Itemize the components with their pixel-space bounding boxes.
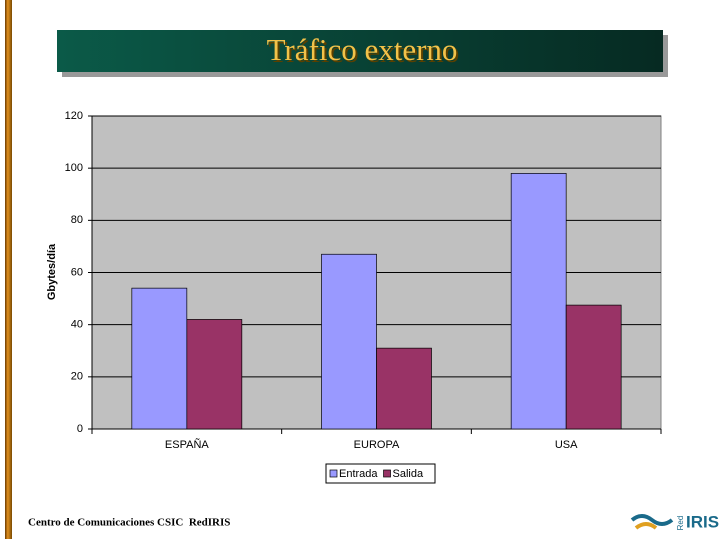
logo-iris: IRIS (686, 512, 719, 531)
bar (186, 319, 243, 430)
x-tick-label: USA (555, 439, 578, 451)
y-tick-label: 40 (71, 319, 83, 331)
legend-swatch (329, 469, 338, 478)
y-tick-label: 0 (77, 423, 83, 435)
y-tick-label: 60 (71, 266, 83, 278)
legend-label: Salida (393, 468, 424, 480)
logo-red: Red (676, 516, 685, 531)
legend-box (325, 463, 436, 484)
legend-swatch (383, 469, 391, 478)
bar (565, 304, 622, 430)
chart-title: Tráfico externo (267, 32, 458, 67)
y-tick-label: 120 (65, 110, 83, 122)
legend-label: Entrada (339, 468, 378, 480)
bar (321, 253, 377, 430)
y-tick-label: 80 (71, 214, 83, 226)
title-shadow: Tráfico externo (269, 34, 460, 69)
y-tick-label: 100 (65, 162, 83, 174)
logo-wave (634, 522, 658, 530)
bar (510, 173, 567, 430)
logo: Red IRIS (630, 512, 719, 531)
bar (131, 287, 188, 430)
x-tick-label: ESPAÑA (165, 438, 209, 451)
footer: Centro de Comunicaciones CSIC RedIRIS (28, 517, 230, 529)
logo-wave (630, 514, 674, 526)
banner (57, 30, 663, 72)
x-tick-label: EUROPA (354, 439, 400, 451)
bar (376, 347, 432, 430)
side-bar (5, 0, 12, 539)
y-tick-label: 20 (71, 371, 83, 383)
y-axis-label: Gbytes/día (46, 243, 58, 300)
